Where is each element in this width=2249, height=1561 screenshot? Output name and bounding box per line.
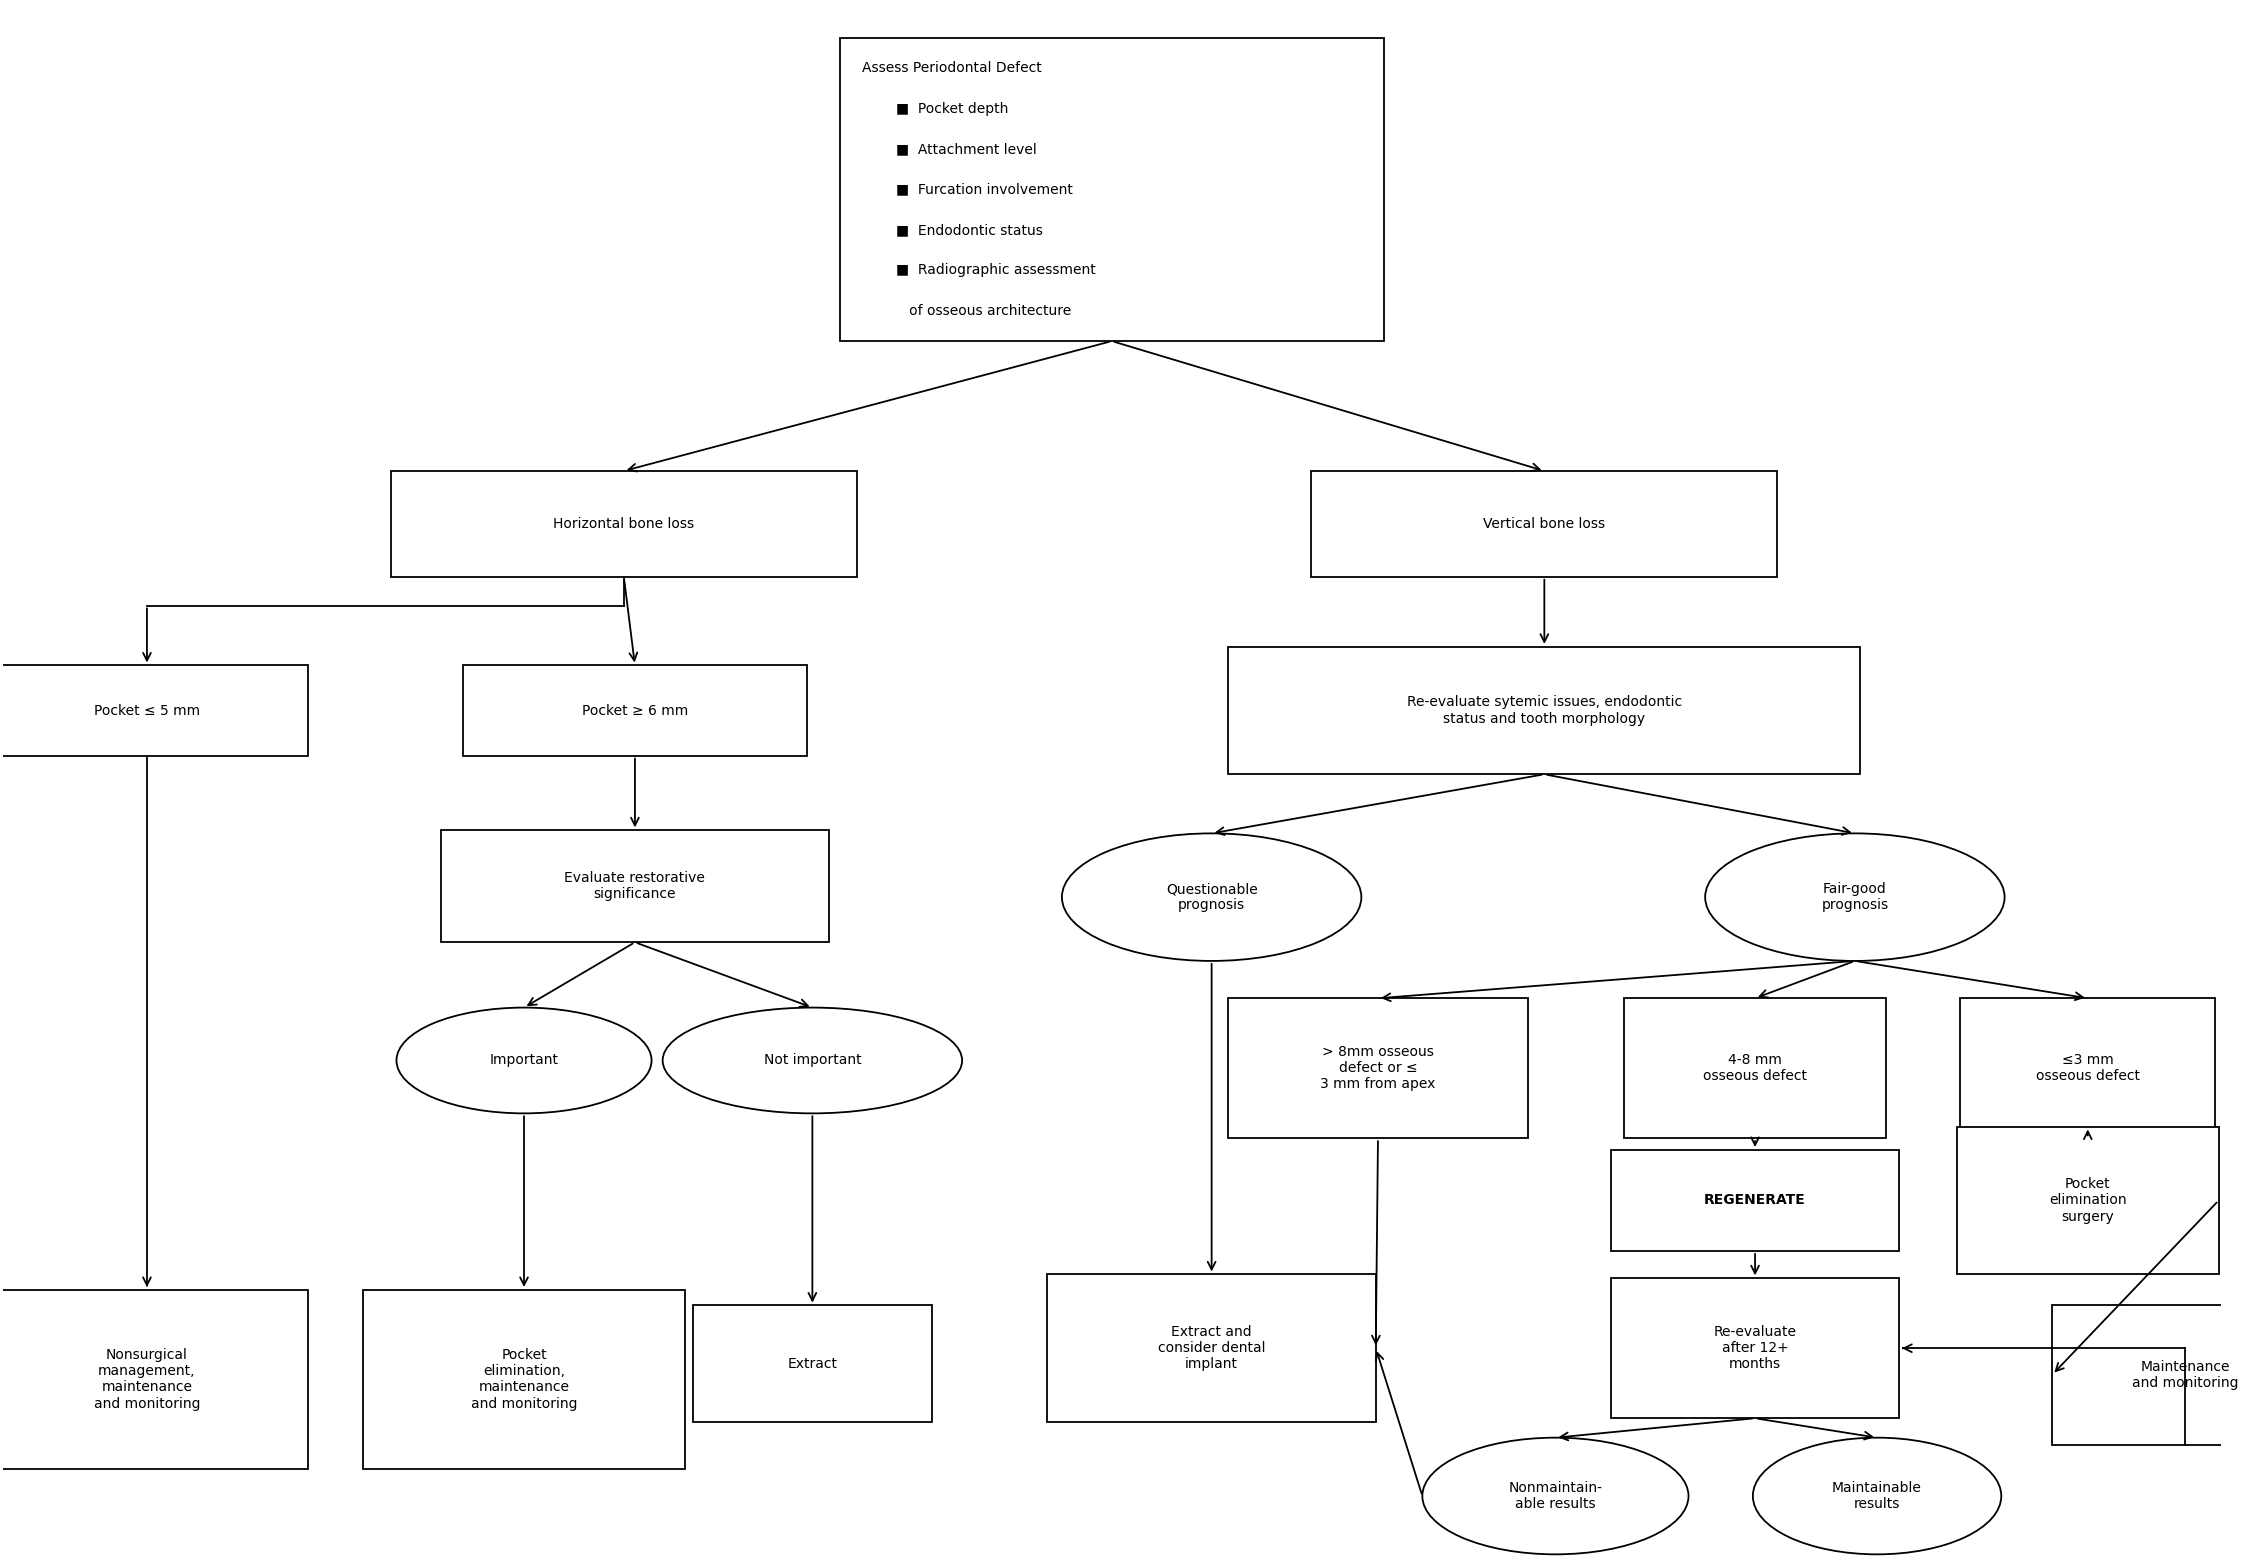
Text: Important: Important [490, 1054, 558, 1068]
Text: ≤3 mm
osseous defect: ≤3 mm osseous defect [2035, 1054, 2139, 1083]
Text: ■  Attachment level: ■ Attachment level [895, 142, 1037, 156]
FancyBboxPatch shape [1311, 471, 1777, 576]
FancyBboxPatch shape [1228, 646, 1860, 774]
Text: Not important: Not important [765, 1054, 861, 1068]
FancyBboxPatch shape [1957, 1127, 2220, 1274]
Text: Evaluate restorative
significance: Evaluate restorative significance [564, 871, 706, 901]
Text: Assess Periodontal Defect: Assess Periodontal Defect [861, 61, 1041, 75]
FancyBboxPatch shape [463, 665, 807, 756]
FancyBboxPatch shape [0, 665, 308, 756]
Text: ■  Pocket depth: ■ Pocket depth [895, 101, 1008, 116]
Ellipse shape [1752, 1438, 2002, 1555]
Text: Pocket ≥ 6 mm: Pocket ≥ 6 mm [582, 704, 688, 718]
FancyBboxPatch shape [1961, 999, 2215, 1138]
Text: Nonsurgical
management,
maintenance
and monitoring: Nonsurgical management, maintenance and … [94, 1349, 200, 1411]
Text: Pocket
elimination,
maintenance
and monitoring: Pocket elimination, maintenance and moni… [470, 1349, 578, 1411]
Text: Maintenance
and monitoring: Maintenance and monitoring [2132, 1360, 2238, 1389]
FancyBboxPatch shape [693, 1305, 931, 1422]
Ellipse shape [1421, 1438, 1689, 1555]
Text: of osseous architecture: of osseous architecture [895, 304, 1071, 318]
Text: Vertical bone loss: Vertical bone loss [1484, 517, 1606, 531]
Text: > 8mm osseous
defect or ≤
3 mm from apex: > 8mm osseous defect or ≤ 3 mm from apex [1320, 1044, 1435, 1091]
FancyBboxPatch shape [1624, 999, 1887, 1138]
Text: Re-evaluate sytemic issues, endodontic
status and tooth morphology: Re-evaluate sytemic issues, endodontic s… [1408, 695, 1682, 726]
FancyBboxPatch shape [441, 830, 830, 943]
Ellipse shape [663, 1007, 963, 1113]
Ellipse shape [1062, 834, 1361, 962]
Text: Extract: Extract [787, 1357, 837, 1371]
FancyBboxPatch shape [0, 1289, 308, 1469]
Ellipse shape [1705, 834, 2004, 962]
Text: REGENERATE: REGENERATE [1705, 1194, 1806, 1208]
FancyBboxPatch shape [391, 471, 857, 576]
Text: ■  Endodontic status: ■ Endodontic status [895, 223, 1044, 237]
Text: 4-8 mm
osseous defect: 4-8 mm osseous defect [1702, 1054, 1806, 1083]
FancyBboxPatch shape [1610, 1278, 1898, 1419]
Text: Extract and
consider dental
implant: Extract and consider dental implant [1158, 1325, 1266, 1372]
Text: Pocket ≤ 5 mm: Pocket ≤ 5 mm [94, 704, 200, 718]
Text: Maintainable
results: Maintainable results [1833, 1481, 1923, 1511]
FancyBboxPatch shape [1610, 1150, 1898, 1250]
FancyBboxPatch shape [1048, 1274, 1376, 1422]
Text: Questionable
prognosis: Questionable prognosis [1165, 882, 1257, 912]
Text: Horizontal bone loss: Horizontal bone loss [553, 517, 695, 531]
FancyBboxPatch shape [364, 1289, 686, 1469]
Text: Pocket
elimination
surgery: Pocket elimination surgery [2049, 1177, 2128, 1224]
Ellipse shape [396, 1007, 652, 1113]
FancyBboxPatch shape [1228, 999, 1527, 1138]
Text: Nonmaintain-
able results: Nonmaintain- able results [1509, 1481, 1604, 1511]
Text: Re-evaluate
after 12+
months: Re-evaluate after 12+ months [1714, 1325, 1797, 1372]
Text: Fair-good
prognosis: Fair-good prognosis [1822, 882, 1889, 912]
FancyBboxPatch shape [841, 37, 1383, 342]
FancyBboxPatch shape [2053, 1305, 2249, 1444]
Text: ■  Furcation involvement: ■ Furcation involvement [895, 183, 1073, 197]
Text: ■  Radiographic assessment: ■ Radiographic assessment [895, 264, 1095, 278]
